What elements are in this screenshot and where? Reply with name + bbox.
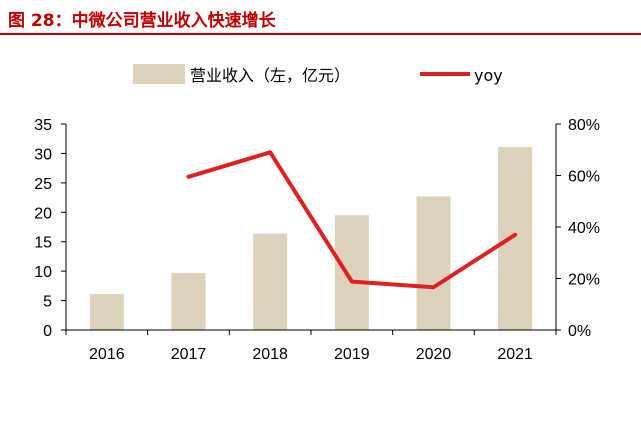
left-tick-label: 25 xyxy=(34,176,52,193)
x-tick-label: 2020 xyxy=(416,346,452,363)
x-tick-label: 2017 xyxy=(171,346,207,363)
bar-2019 xyxy=(334,215,369,330)
bar-2018 xyxy=(253,233,288,330)
legend-label-yoy: yoy xyxy=(474,66,503,85)
left-tick-label: 5 xyxy=(43,294,52,311)
title-divider xyxy=(0,33,641,35)
right-tick-label: 40% xyxy=(568,220,600,237)
left-tick-label: 10 xyxy=(34,264,52,281)
x-tick-label: 2018 xyxy=(252,346,288,363)
left-tick-label: 35 xyxy=(34,117,52,134)
bar-2021 xyxy=(498,146,533,330)
legend-label-revenue: 营业收入（左，亿元） xyxy=(190,66,350,85)
x-tick-label: 2021 xyxy=(497,346,533,363)
right-tick-label: 60% xyxy=(568,169,600,186)
left-tick-label: 0 xyxy=(43,323,52,340)
right-tick-label: 80% xyxy=(568,117,600,134)
bar-2020 xyxy=(416,196,451,330)
left-tick-label: 15 xyxy=(34,235,52,252)
legend-swatch-revenue xyxy=(133,64,185,84)
left-tick-label: 20 xyxy=(34,205,52,222)
series-line-yoy xyxy=(186,150,518,290)
right-tick-label: 0% xyxy=(568,323,591,340)
x-tick-label: 2019 xyxy=(334,346,370,363)
bar-2016 xyxy=(89,294,124,330)
left-tick-label: 30 xyxy=(34,146,52,163)
x-tick-label: 2016 xyxy=(89,346,125,363)
chart-title: 图 28：中微公司营业收入快速增长 xyxy=(8,11,276,31)
bar-2017 xyxy=(171,272,206,330)
right-tick-label: 20% xyxy=(568,272,600,289)
